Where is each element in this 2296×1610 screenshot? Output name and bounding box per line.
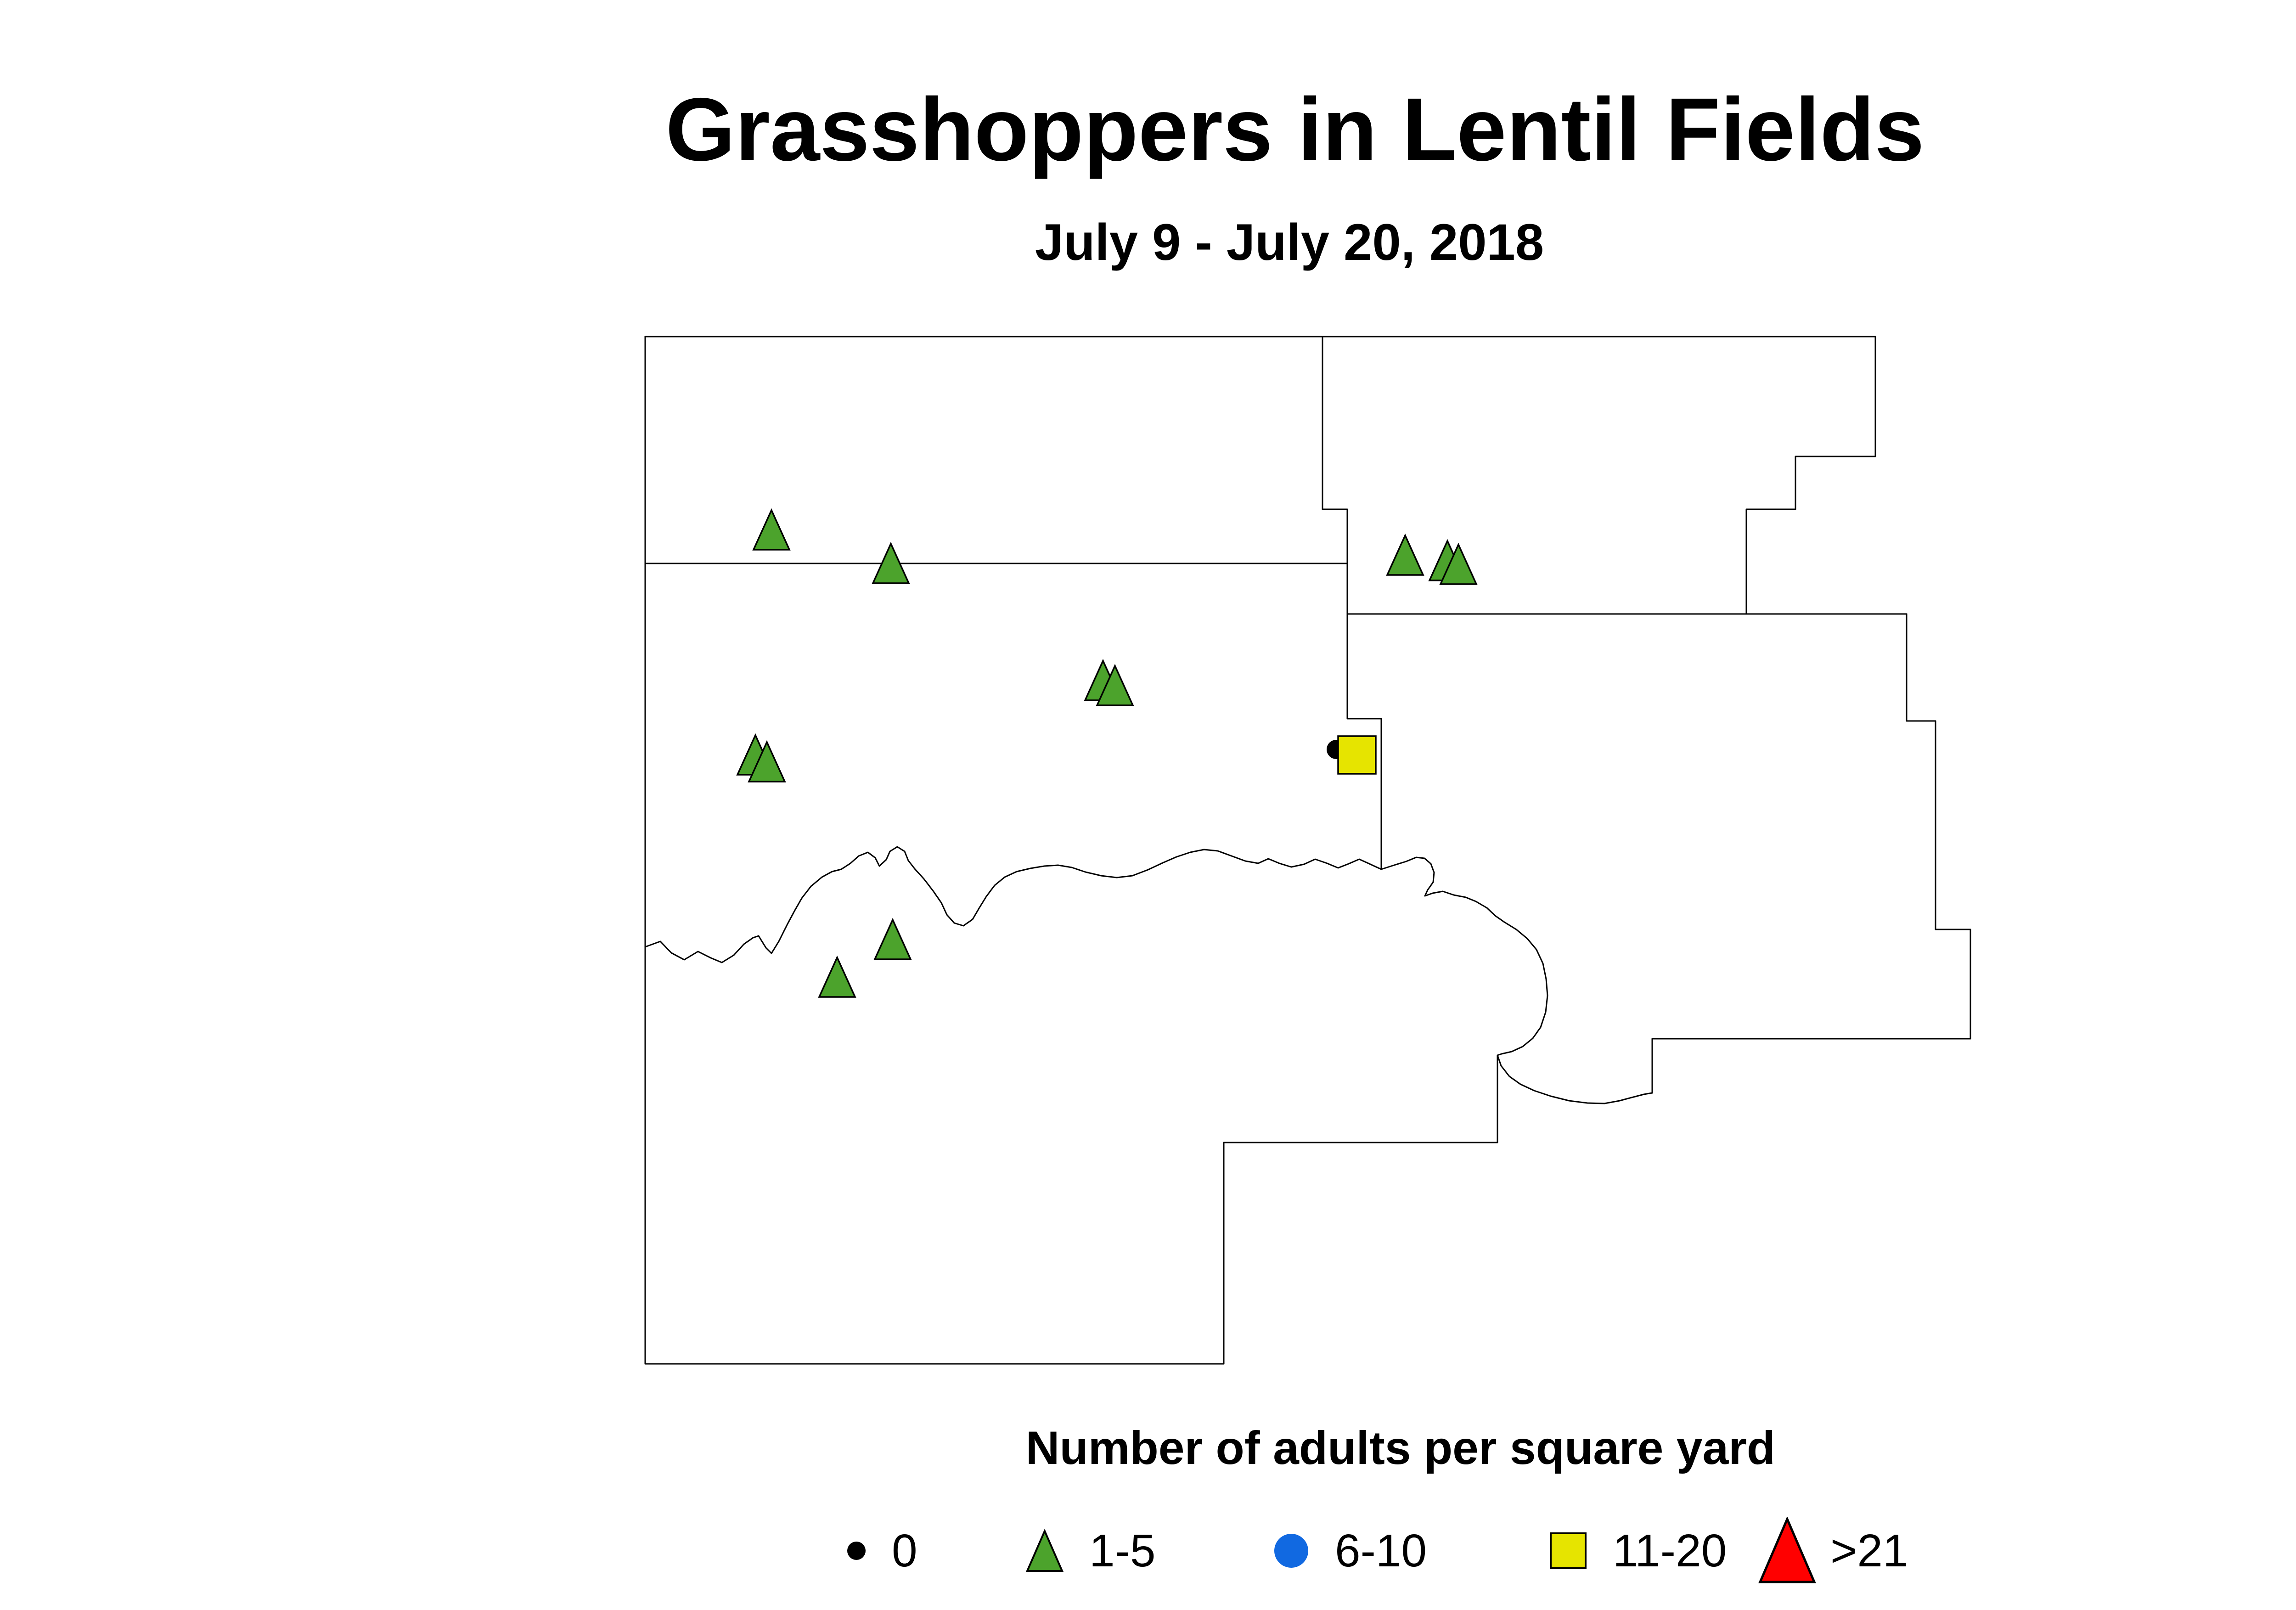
legend-big-triangle-shape: [1758, 1517, 1816, 1583]
marker-triangle: [1096, 664, 1134, 706]
legend-label-0: 0: [892, 1525, 917, 1576]
legend-item-21plus: >21: [1758, 1493, 1908, 1608]
legend-item-11-20: 11-20: [1549, 1493, 1727, 1608]
county-outer-boundary-west: [644, 336, 1498, 1365]
marker-triangle: [1386, 533, 1424, 576]
square-icon: [1549, 1531, 1587, 1570]
page-subtitle: July 9 - July 20, 2018: [1035, 214, 1544, 271]
legend-dot-shape: [847, 1542, 866, 1560]
marker-square: [1337, 735, 1377, 775]
legend-label-11-20: 11-20: [1613, 1525, 1727, 1576]
legend-triangle-shape: [1025, 1529, 1064, 1572]
county-line-vertical: [1322, 336, 1382, 870]
legend-label-1-5: 1-5: [1089, 1525, 1156, 1576]
big-triangle-icon: [1758, 1517, 1817, 1585]
legend-circle-shape: [1274, 1534, 1308, 1568]
legend-item-6-10: 6-10: [1273, 1493, 1427, 1608]
marker-triangle: [872, 541, 910, 584]
marker-triangle: [748, 740, 786, 782]
marker-triangle: [818, 955, 856, 998]
marker-triangle: [873, 918, 912, 960]
legend-item-0: 0: [846, 1493, 917, 1608]
river-boundary: [644, 846, 1653, 1104]
dot-icon: [846, 1541, 867, 1561]
marker-triangle: [752, 508, 791, 551]
page-title: Grasshoppers in Lentil Fields: [665, 79, 1925, 180]
legend-label-6-10: 6-10: [1335, 1525, 1427, 1576]
triangle-icon: [1025, 1529, 1064, 1573]
legend-item-1-5: 1-5: [1025, 1493, 1156, 1608]
legend-square-shape: [1550, 1532, 1587, 1569]
circle-icon: [1273, 1532, 1310, 1569]
legend-label-21plus: >21: [1830, 1525, 1908, 1576]
marker-layer: [736, 508, 1478, 998]
legend-title: Number of adults per square yard: [1025, 1422, 1776, 1474]
marker-triangle: [1439, 542, 1478, 585]
